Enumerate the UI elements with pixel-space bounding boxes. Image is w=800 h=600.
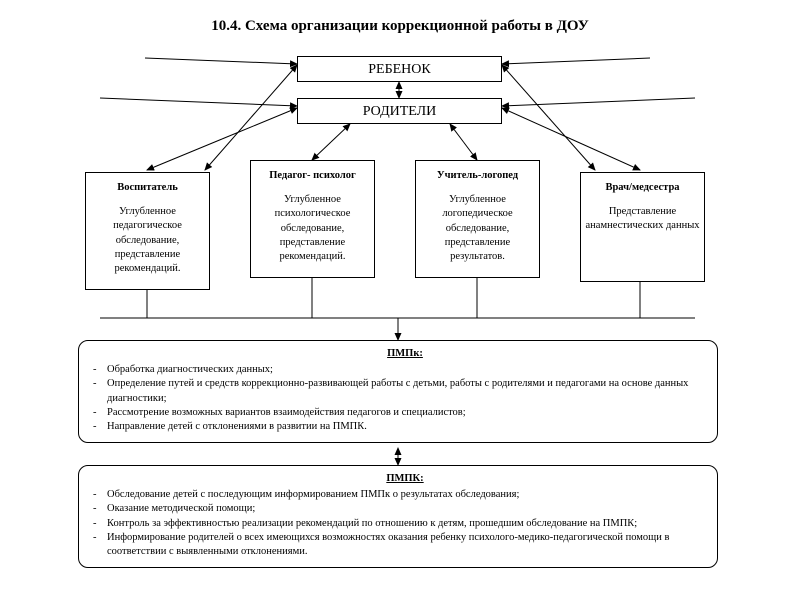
panel-pmpk-1-item: Определение путей и средств коррекционно… xyxy=(107,377,703,405)
panel-pmpk-1-item: Направление детей с отклонениями в разви… xyxy=(107,420,703,434)
node-spec-1: Воспитатель Углубленное педагогическое о… xyxy=(85,172,210,290)
panel-pmpk-1: ПМПк: Обработка диагностических данных; … xyxy=(78,340,718,443)
node-spec-1-title: Воспитатель xyxy=(90,181,205,195)
node-spec-1-body: Углубленное педагогическое обследование,… xyxy=(113,206,182,274)
node-spec-2: Педагог- психолог Углубленное психологич… xyxy=(250,160,375,278)
page-title: 10.4. Схема организации коррекционной ра… xyxy=(0,18,800,35)
node-spec-3-body: Углубленное логопедическое обследование,… xyxy=(442,194,512,262)
panel-pmpk-1-item: Обработка диагностических данных; xyxy=(107,363,703,377)
panel-pmpk-1-title: ПМПк: xyxy=(107,347,703,361)
node-spec-4: Врач/медсестра Представление анамнестиче… xyxy=(580,172,705,282)
node-spec-2-body: Углубленное психологическое обследование… xyxy=(275,194,351,262)
node-parents: РОДИТЕЛИ xyxy=(297,98,502,124)
node-spec-4-title: Врач/медсестра xyxy=(585,181,700,195)
node-spec-4-body: Представление анамнестических данных xyxy=(586,206,700,231)
node-child: РЕБЕНОК xyxy=(297,56,502,82)
panel-pmpk-2: ПМПК: Обследование детей с последующим и… xyxy=(78,465,718,568)
panel-pmpk-2-item: Оказание методической помощи; xyxy=(107,502,703,516)
panel-pmpk-2-item: Контроль за эффективностью реализации ре… xyxy=(107,517,703,531)
node-spec-3: Учитель-логопед Углубленное логопедическ… xyxy=(415,160,540,278)
panel-pmpk-2-item: Обследование детей с последующим информи… xyxy=(107,488,703,502)
node-spec-3-title: Учитель-логопед xyxy=(420,169,535,183)
panel-pmpk-2-title: ПМПК: xyxy=(107,472,703,486)
node-spec-2-title: Педагог- психолог xyxy=(255,169,370,183)
panel-pmpk-2-item: Информирование родителей о всех имеющихс… xyxy=(107,531,703,559)
panel-pmpk-1-item: Рассмотрение возможных вариантов взаимод… xyxy=(107,406,703,420)
